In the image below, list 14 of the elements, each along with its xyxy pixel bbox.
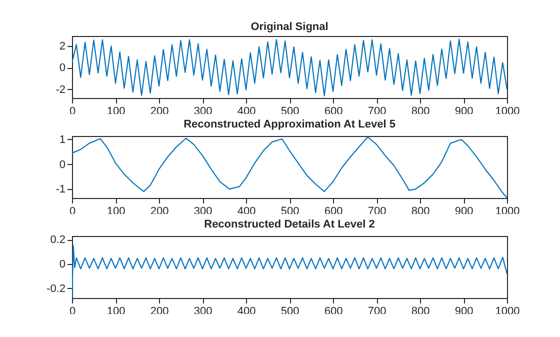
y-tick-label: 1 <box>59 134 66 146</box>
y-tick-label: -2 <box>56 84 66 96</box>
y-tick-label: 2 <box>59 40 66 52</box>
chart-title: Reconstructed Approximation At Level 5 <box>184 118 396 130</box>
chart-title: Original Signal <box>250 21 328 33</box>
y-tick-label: 0 <box>59 62 66 74</box>
line-series <box>72 245 507 298</box>
y-tick-label: 0 <box>59 258 66 270</box>
y-tick-label: 0.2 <box>50 234 66 246</box>
line-series <box>72 38 507 96</box>
y-tick-label: -1 <box>56 184 66 196</box>
chart-title: Reconstructed Details At Level 2 <box>204 218 375 231</box>
y-tick-label: -0.2 <box>46 282 66 295</box>
y-tick-label: 0 <box>59 158 66 171</box>
